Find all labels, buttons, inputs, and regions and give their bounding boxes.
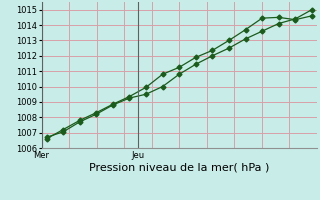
X-axis label: Pression niveau de la mer( hPa ): Pression niveau de la mer( hPa ) — [89, 163, 269, 173]
